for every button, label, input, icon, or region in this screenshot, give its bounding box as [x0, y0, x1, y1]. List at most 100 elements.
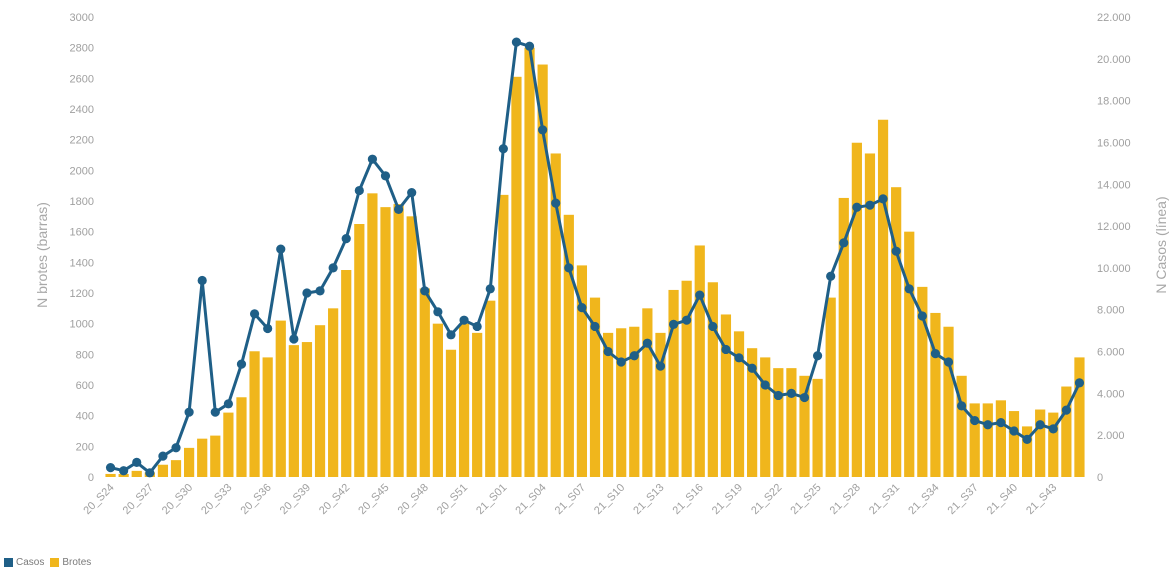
point [367, 154, 378, 164]
bar [589, 297, 601, 477]
point [184, 407, 194, 417]
y-tick-left: 2200 [70, 135, 94, 147]
point [394, 204, 404, 214]
x-tick-label: 21_S13 [631, 482, 666, 517]
bar [184, 447, 195, 477]
point [328, 263, 338, 273]
point [472, 321, 482, 332]
point [943, 357, 954, 367]
point [223, 399, 233, 409]
point [616, 357, 626, 367]
y-tick-right: 22.000 [1097, 12, 1131, 24]
bar [458, 323, 470, 477]
bar [249, 351, 260, 477]
bar [930, 312, 941, 477]
point [865, 200, 875, 210]
point [446, 330, 456, 340]
x-tick-label: 21_S10 [592, 482, 627, 517]
point [839, 238, 849, 248]
bar [825, 297, 836, 477]
legend-item-brotes[interactable]: Brotes [50, 557, 91, 568]
point [1035, 420, 1045, 430]
x-axis: 20_S24 20_S27 20_S30 20_S33 20_S36 20_S39 20_S… [81, 482, 1059, 517]
y-tick-right: 6.000 [1097, 347, 1125, 359]
point [485, 284, 495, 294]
point [459, 315, 469, 325]
point [1074, 378, 1085, 388]
bar [616, 328, 627, 477]
bar [472, 332, 483, 477]
bar [642, 308, 653, 477]
y-tick-right: 10.000 [1097, 263, 1131, 275]
bar [786, 368, 797, 477]
bar [275, 320, 286, 477]
legend-item-casos[interactable]: Casos [4, 557, 44, 568]
y-tick-right: 14.000 [1097, 179, 1131, 191]
legend-swatch-brotes [50, 558, 60, 567]
point [249, 309, 260, 319]
y-tick-right: 8.000 [1097, 305, 1125, 317]
bar [354, 224, 365, 477]
bar [301, 342, 313, 477]
point [904, 284, 914, 294]
bar [406, 216, 417, 478]
bar [511, 76, 522, 478]
point [891, 246, 901, 256]
point [1009, 426, 1019, 436]
point [1061, 405, 1071, 415]
point [1048, 424, 1058, 434]
bar [314, 325, 326, 477]
bar [118, 473, 129, 477]
y-tick-right: 2.000 [1097, 430, 1125, 442]
bar [563, 214, 574, 478]
bar [733, 331, 745, 477]
bar [1035, 409, 1046, 477]
y-tick-left: 2600 [70, 73, 94, 85]
bar [1048, 412, 1059, 477]
x-tick-label: 20_S24 [81, 482, 116, 517]
bar [419, 288, 430, 477]
bar [288, 345, 299, 477]
y-tick-left: 1000 [70, 319, 94, 331]
bar [1061, 386, 1072, 477]
point [590, 321, 600, 332]
point [276, 244, 286, 254]
x-tick-label: 20_S33 [199, 482, 234, 517]
point [629, 351, 639, 361]
bar [838, 197, 849, 477]
y-tick-right: 18.000 [1097, 96, 1131, 108]
x-tick-label: 20_S30 [160, 482, 195, 517]
line-series-casos [105, 37, 1085, 478]
x-tick-label: 21_S31 [867, 482, 902, 517]
bar [1074, 357, 1085, 477]
point [878, 194, 888, 204]
point [970, 415, 980, 426]
y-tick-left: 2800 [70, 43, 94, 55]
y-axis-title-left: N brotes (barras) [34, 202, 50, 308]
y-tick-right: 12.000 [1097, 221, 1131, 233]
x-tick-label: 21_S34 [906, 482, 941, 517]
x-tick-label: 21_S37 [946, 482, 981, 517]
point [812, 351, 823, 361]
bar [629, 326, 640, 477]
bar [485, 300, 496, 477]
left-axis: 0 200 400 600 800 1000 1200 1400 1600 1800 2000 220… [70, 12, 94, 484]
bar [445, 349, 457, 477]
legend-label-brotes: Brotes [62, 557, 92, 568]
bar [576, 265, 588, 477]
point [760, 380, 770, 390]
point [852, 202, 862, 212]
point [341, 234, 351, 244]
y-tick-right: 0 [1097, 472, 1103, 484]
bar [982, 403, 993, 477]
bar [498, 194, 509, 477]
y-tick-left: 2000 [70, 165, 94, 177]
point [433, 307, 443, 317]
bar [432, 323, 443, 477]
right-axis: 0 2.000 4.000 6.000 8.000 10.000 12.000 14.000 1… [1097, 12, 1131, 484]
point [380, 171, 391, 181]
point [538, 125, 548, 135]
bar [236, 397, 247, 477]
y-tick-left: 600 [76, 380, 94, 392]
bar [1021, 426, 1033, 477]
